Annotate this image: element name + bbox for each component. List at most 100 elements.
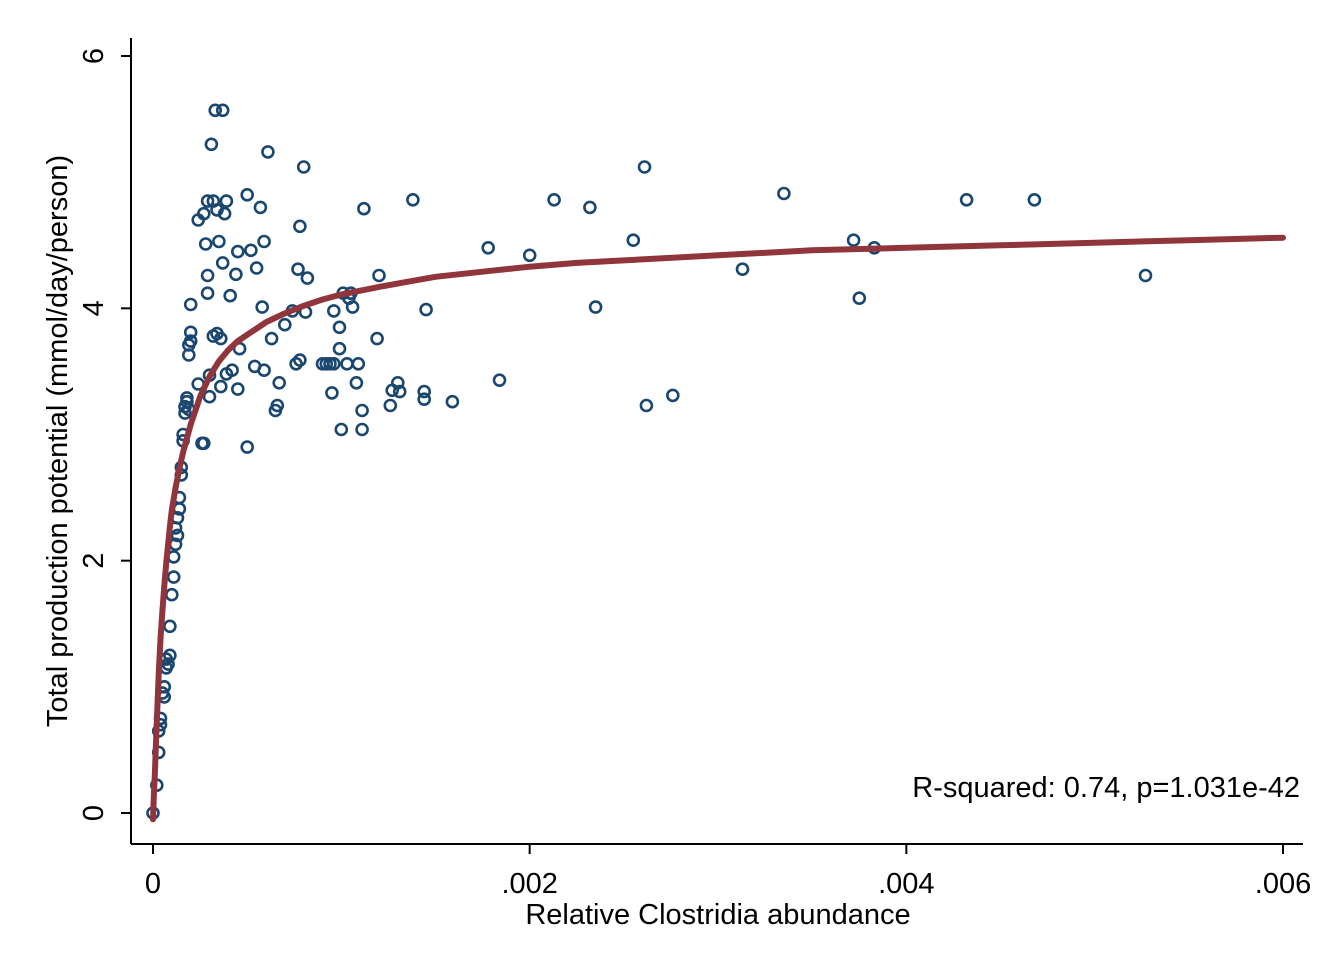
scatter-point: [492, 373, 507, 388]
scatter-point: [777, 186, 791, 201]
scatter-point: [481, 241, 496, 255]
scatter-point: [852, 291, 867, 306]
scatter-point: [522, 248, 537, 263]
scatter-point: [272, 375, 287, 390]
scatter-point: [214, 331, 228, 346]
scatter-point: [372, 268, 386, 283]
scatter-point: [208, 103, 222, 118]
scatter-point: [163, 619, 177, 634]
scatter-point: [332, 320, 347, 335]
y-tick-label: 4: [78, 300, 110, 316]
scatter-point: [163, 648, 177, 663]
x-tick-label: .002: [501, 868, 557, 900]
scatter-point: [223, 288, 237, 303]
scatter-point: [419, 302, 433, 317]
scatter-point: [1027, 193, 1042, 207]
scatter-point: [637, 160, 652, 174]
scatter-point: [200, 194, 215, 208]
scatter-point: [351, 356, 366, 371]
scatter-point: [383, 398, 398, 413]
scatter-point: [244, 243, 258, 258]
scatter-point: [846, 233, 861, 247]
scatter-point: [626, 233, 641, 247]
scatter-point: [215, 256, 230, 270]
scatter-point: [390, 375, 405, 390]
scatter-point: [270, 398, 285, 413]
scatter-point: [255, 300, 270, 314]
scatter-point: [334, 422, 349, 437]
scatter-point: [261, 145, 275, 159]
scatter-point: [547, 193, 561, 207]
y-tick-label: 2: [78, 553, 110, 569]
scatter-point: [293, 353, 307, 367]
scatter-point: [219, 194, 234, 208]
scatter-point: [183, 297, 198, 312]
scatter-point: [183, 325, 198, 340]
ticks: 0 .002 .004 .006 0 2 4 6: [78, 48, 1311, 900]
scatter-point: [257, 234, 271, 249]
scatter-point: [326, 304, 341, 318]
scatter-point: [406, 193, 420, 207]
scatter-point: [249, 261, 264, 275]
y-axis-title: Total production potential (mmol/day/per…: [42, 155, 74, 727]
scatter-point: [355, 403, 369, 418]
scatter-point: [231, 244, 245, 259]
scatter-point: [355, 422, 369, 437]
scatter-point: [588, 300, 603, 314]
scatter-point: [665, 388, 680, 403]
scatter-point: [198, 237, 213, 251]
scatter-point: [253, 200, 268, 215]
scatter-point: [332, 341, 347, 356]
scatter-point: [326, 356, 341, 371]
scatter-point: [240, 440, 254, 454]
y-tick-label: 0: [78, 805, 110, 821]
scatter-point: [300, 271, 315, 285]
scatter-point: [1138, 268, 1153, 283]
scatter-point: [264, 331, 279, 346]
scatter-point: [225, 363, 239, 378]
scatter-point: [735, 262, 750, 277]
scatter-point: [197, 436, 211, 451]
scatter-point: [370, 331, 384, 346]
scatter-point: [161, 657, 175, 671]
x-tick-label: .006: [1255, 868, 1311, 900]
x-tick-label: .004: [878, 868, 934, 900]
scatter-point: [215, 103, 230, 118]
scatter-point: [204, 137, 219, 152]
scatter-point: [277, 317, 292, 332]
x-axis-title: Relative Clostridia abundance: [525, 899, 910, 931]
scatter-point: [959, 193, 974, 207]
scatter-point: [200, 286, 215, 301]
scatter-point: [296, 160, 311, 174]
scatter-point: [231, 382, 245, 396]
scatter-point: [293, 219, 307, 234]
scatter-point: [583, 200, 597, 215]
scatter-point: [639, 398, 654, 413]
scatter-point: [345, 300, 360, 314]
scatter-point: [214, 379, 228, 394]
scatter-point: [417, 392, 432, 407]
scatter-point: [357, 201, 371, 216]
axes: [130, 38, 1303, 845]
scatter-point: [197, 206, 211, 221]
stats-annotation: R-squared: 0.74, p=1.031e-42: [912, 772, 1300, 804]
fit-curve: [150, 234, 1286, 823]
scatter-point: [417, 384, 432, 399]
scatter-point: [325, 386, 339, 400]
scatter-point: [289, 356, 303, 371]
scatter-point: [202, 389, 217, 404]
scatter-point: [240, 188, 254, 202]
scatter-point: [445, 394, 460, 409]
scatter-point: [392, 384, 407, 399]
scatter-point: [217, 206, 232, 221]
scatter-point: [257, 363, 271, 378]
scatter-point: [291, 262, 305, 277]
fit-curve-layer: [150, 234, 1286, 823]
scatter-point: [212, 234, 226, 249]
scatter-point: [349, 375, 364, 390]
scatter-point: [200, 268, 215, 283]
scatter-point: [229, 267, 243, 282]
y-tick-label: 6: [78, 48, 110, 64]
